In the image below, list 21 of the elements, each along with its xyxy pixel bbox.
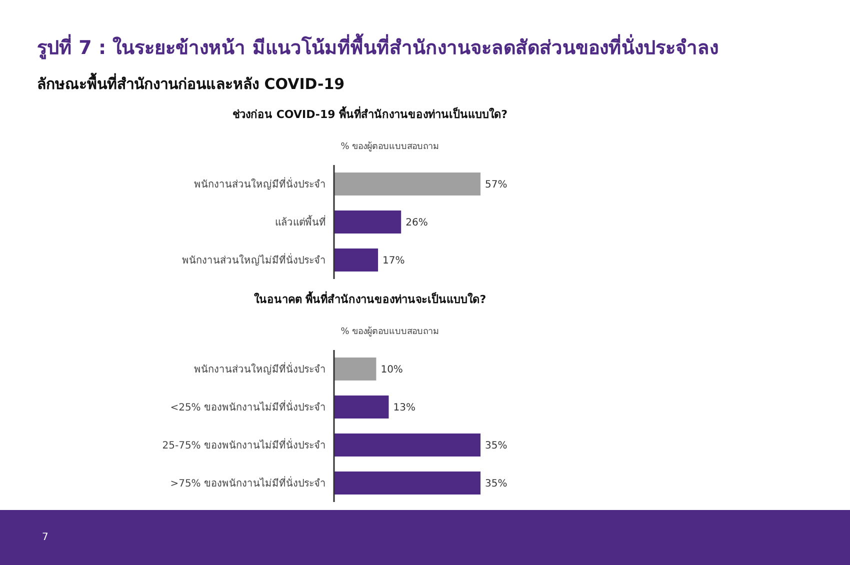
y-tick-label: พนักงานส่วนใหญ่มีที่นั่งประจำ: [194, 362, 326, 376]
y-tick-label: พนักงานส่วนใหญ่ไม่มีที่นั่งประจำ: [182, 252, 326, 267]
data-label: 26%: [406, 218, 428, 229]
data-label: 13%: [393, 402, 416, 414]
data-label: 10%: [380, 364, 403, 376]
y-tick-label: แล้วแต่พื้นที่: [275, 214, 326, 229]
y-tick-label: <25% ของพนักงานไม่มีที่นั่งประจำ: [170, 400, 326, 414]
x-axis-title: % ของผู้ตอบแบบสอบถาม: [340, 326, 440, 338]
data-label: 17%: [382, 256, 405, 267]
text: รูปที่ 7 : ในระยะข้างหน้า มีแนวโน้มที่พื้นที่สำนักงานจะลดสัดส่วนของที่นั่งประจำลง: [37, 32, 718, 62]
y-tick-label: >75% ของพนักงานไม่มีที่นั่งประจำ: [170, 476, 326, 490]
x-axis-title: % ของผู้ตอบแบบสอบถาม: [340, 140, 440, 153]
text: 7: [42, 532, 48, 543]
text: ลักษณะพื้นที่สำนักงานก่อนและหลัง COVID-19: [37, 72, 345, 95]
y-tick-label: พนักงานส่วนใหญ่มีที่นั่งประจำ: [194, 176, 326, 191]
chart-title: ช่วงก่อน COVID-19 พื้นที่สำนักงานของท่านเป็นแบบใด?: [232, 105, 508, 123]
data-label: 57%: [485, 180, 508, 191]
data-label: 35%: [485, 440, 508, 452]
chart-title: ในอนาคต พื้นที่สำนักงานของท่านจะเป็นแบบใด?: [252, 290, 488, 308]
y-tick-label: 25-75% ของพนักงานไม่มีที่นั่งประจำ: [162, 438, 326, 452]
data-label: 35%: [485, 478, 508, 490]
